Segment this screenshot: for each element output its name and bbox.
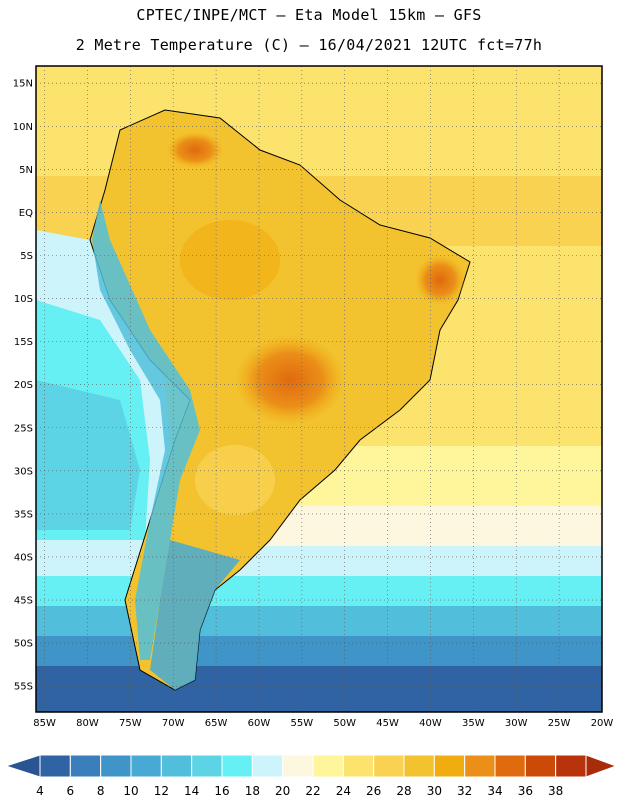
lon-label: 80W: [76, 718, 99, 729]
colorbar-swatch: [100, 754, 132, 778]
colorbar-swatch: [39, 754, 71, 778]
venezuela-hot-spot: [167, 132, 223, 168]
colorbar-label: 4: [36, 784, 44, 798]
lon-label: 40W: [419, 718, 442, 729]
colorbar-swatch: [282, 754, 314, 778]
colorbar-label: 28: [396, 784, 411, 798]
lon-label: 30W: [505, 718, 528, 729]
lat-label: 15S: [14, 337, 33, 348]
lon-label: 55W: [291, 718, 314, 729]
colorbar-label: 16: [214, 784, 229, 798]
colorbar-swatch: [555, 754, 587, 778]
colorbar-swatch: [464, 754, 496, 778]
colorbar-label: 30: [427, 784, 442, 798]
colorbar-label: 14: [184, 784, 199, 798]
lat-label: 25S: [14, 423, 33, 434]
lon-label: 75W: [119, 718, 142, 729]
colorbar-swatch: [403, 754, 435, 778]
colorbar-swatch: [221, 754, 253, 778]
colorbar-swatch: [130, 754, 162, 778]
longitude-labels: 85W 80W 75W 70W 65W 60W 55W 50W 45W 40W 35W 30W 25W 2…: [33, 718, 613, 729]
colorbar-swatch: [312, 754, 344, 778]
colorbar-swatch: [373, 754, 405, 778]
lat-label: 10N: [13, 122, 33, 133]
lon-label: 85W: [33, 718, 56, 729]
ocean-band-light-blue: [36, 606, 602, 636]
lat-label: 55S: [14, 682, 33, 693]
colorbar-label: 36: [518, 784, 533, 798]
lon-label: 65W: [205, 718, 228, 729]
lon-label: 20W: [591, 718, 614, 729]
map-frame: [35, 65, 603, 713]
amazon-warm-zone: [180, 220, 280, 300]
colorbar-high-arrow: [585, 754, 618, 778]
lat-label: 15N: [13, 79, 33, 90]
colorbar-label: 20: [275, 784, 290, 798]
colorbar-swatch: [524, 754, 557, 778]
lon-label: 60W: [248, 718, 271, 729]
colorbar-swatch: [69, 754, 102, 778]
central-brazil-hot-spot: [235, 335, 345, 425]
lon-label: 35W: [462, 718, 485, 729]
colorbar: 4 6 8 10 12 14 16 18 20 22 24 26 28 30 32 34 36 38: [4, 754, 618, 798]
colorbar-swatch: [191, 754, 223, 778]
pacific-colder-zone: [36, 380, 140, 530]
lat-label: 35S: [14, 509, 33, 520]
colorbar-swatch: [433, 754, 466, 778]
map-title-line2: 2 Metre Temperature (C) – 16/04/2021 12U…: [75, 36, 543, 54]
colorbar-swatch: [251, 754, 284, 778]
colorbar-label: 22: [305, 784, 320, 798]
colorbar-swatch: [342, 754, 375, 778]
colorbar-label: 8: [97, 784, 105, 798]
lat-label: 45S: [14, 596, 33, 607]
lat-label: 5S: [20, 251, 33, 262]
northeast-brazil-hot-spot: [415, 255, 465, 305]
lat-label: 40S: [14, 552, 33, 563]
colorbar-swatch: [160, 754, 193, 778]
lat-label: 30S: [14, 466, 33, 477]
colorbar-label: 24: [336, 784, 351, 798]
lat-label: 5N: [19, 165, 33, 176]
colorbar-label: 38: [548, 784, 563, 798]
lon-label: 25W: [548, 718, 571, 729]
andes-cold-strip: [92, 200, 200, 660]
lat-label: 50S: [14, 639, 33, 650]
colorbar-swatch: [494, 754, 526, 778]
map-title-line1: CPTEC/INPE/MCT – Eta Model 15km – GFS: [136, 6, 482, 24]
latitude-labels: 15N 10N 5N EQ 5S 10S 15S 20S 25S 30S 35S 40S 45S 50S 5…: [13, 79, 33, 693]
lon-label: 70W: [162, 718, 185, 729]
colorbar-label: 26: [366, 784, 381, 798]
colorbar-low-arrow: [4, 754, 41, 778]
lat-label: 20S: [14, 380, 33, 391]
lon-label: 45W: [376, 718, 399, 729]
map-field: [36, 66, 602, 712]
patagonia-cool-zone: [150, 540, 240, 690]
colorbar-label: 32: [457, 784, 472, 798]
ocean-band-dark-blue: [36, 666, 602, 712]
pampas-mild-zone: [195, 445, 275, 515]
ocean-band-blue: [36, 636, 602, 666]
colorbar-label: 18: [245, 784, 260, 798]
colorbar-label: 10: [123, 784, 138, 798]
lat-label: 10S: [14, 294, 33, 305]
ocean-band-cyan: [36, 576, 602, 606]
colorbar-label: 6: [67, 784, 75, 798]
lon-label: 50W: [333, 718, 356, 729]
lat-label: EQ: [19, 208, 33, 219]
colorbar-label: 34: [487, 784, 502, 798]
colorbar-label: 12: [154, 784, 169, 798]
